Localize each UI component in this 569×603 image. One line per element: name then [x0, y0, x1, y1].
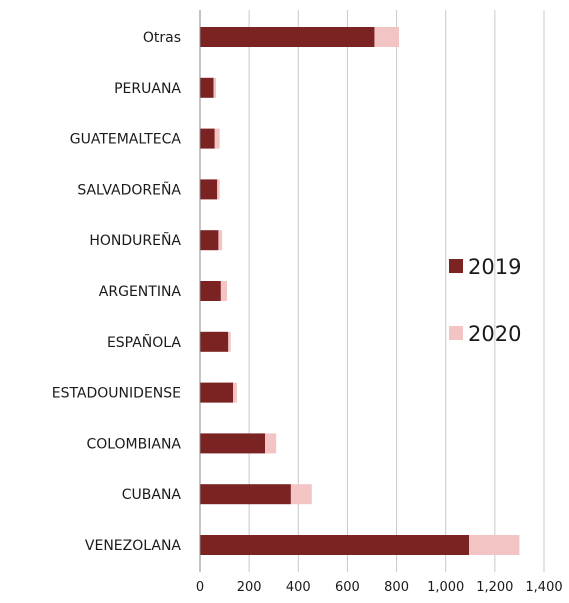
category-label: ESTADOUNIDENSE: [52, 386, 181, 402]
bar-2020-10: [469, 535, 520, 555]
bar-2019-0: [200, 27, 375, 47]
bar-2020-8: [265, 433, 277, 454]
bar-2019-4: [200, 230, 219, 251]
grid-lines: [248, 10, 545, 572]
bar-2020-1: [213, 77, 216, 98]
x-tick-label: 1,200: [476, 580, 513, 595]
x-tick-label: 0: [196, 580, 204, 595]
legend-label-2019: 2019: [468, 255, 521, 279]
bar-2020-5: [220, 281, 228, 301]
bar-2020-7: [233, 382, 237, 403]
x-tick-label: 200: [237, 580, 262, 595]
bar-2019-5: [200, 281, 221, 301]
category-label: COLOMBIANA: [86, 436, 181, 452]
x-tick-label: 400: [286, 580, 311, 595]
bar-2020-0: [374, 27, 400, 47]
bar-2019-8: [200, 433, 266, 454]
x-axis-tick-labels: 0 200 400 600 800 1,000 1,200 1,400: [196, 580, 563, 595]
bar-2019-3: [200, 179, 218, 200]
category-label: CUBANA: [122, 487, 182, 503]
category-label: VENEZOLANA: [85, 538, 182, 554]
bar-2019-2: [200, 128, 215, 149]
category-label: SALVADOREÑA: [77, 181, 181, 198]
category-label: ARGENTINA: [99, 284, 182, 300]
x-tick-label: 1,000: [427, 580, 464, 595]
bar-2019-6: [200, 331, 229, 352]
category-labels: Otras PERUANA GUATEMALTECA SALVADOREÑA HONDU…: [52, 30, 182, 554]
category-label: ESPAÑOLA: [107, 334, 181, 351]
bar-2020-2: [214, 128, 220, 149]
category-label: Otras: [143, 30, 181, 46]
x-tick-label: 800: [384, 580, 409, 595]
bars: [200, 27, 520, 555]
legend-label-2020: 2020: [468, 322, 521, 346]
bar-2020-4: [218, 230, 223, 251]
bar-2020-3: [217, 179, 220, 200]
bar-2020-6: [228, 331, 231, 352]
x-tick-label: 600: [335, 580, 360, 595]
category-label: GUATEMALTECA: [70, 132, 182, 148]
legend-swatch-2020: [449, 326, 463, 340]
x-tick-label: 1,400: [525, 580, 562, 595]
bar-2019-10: [200, 535, 470, 555]
bar-2020-9: [290, 484, 312, 505]
bar-2019-9: [200, 484, 291, 505]
legend: 2019 2020: [449, 255, 521, 346]
category-label: PERUANA: [114, 81, 181, 97]
legend-swatch-2019: [449, 259, 463, 273]
bar-2019-7: [200, 382, 234, 403]
bar-2019-1: [200, 77, 214, 98]
category-label: HONDUREÑA: [89, 232, 181, 249]
